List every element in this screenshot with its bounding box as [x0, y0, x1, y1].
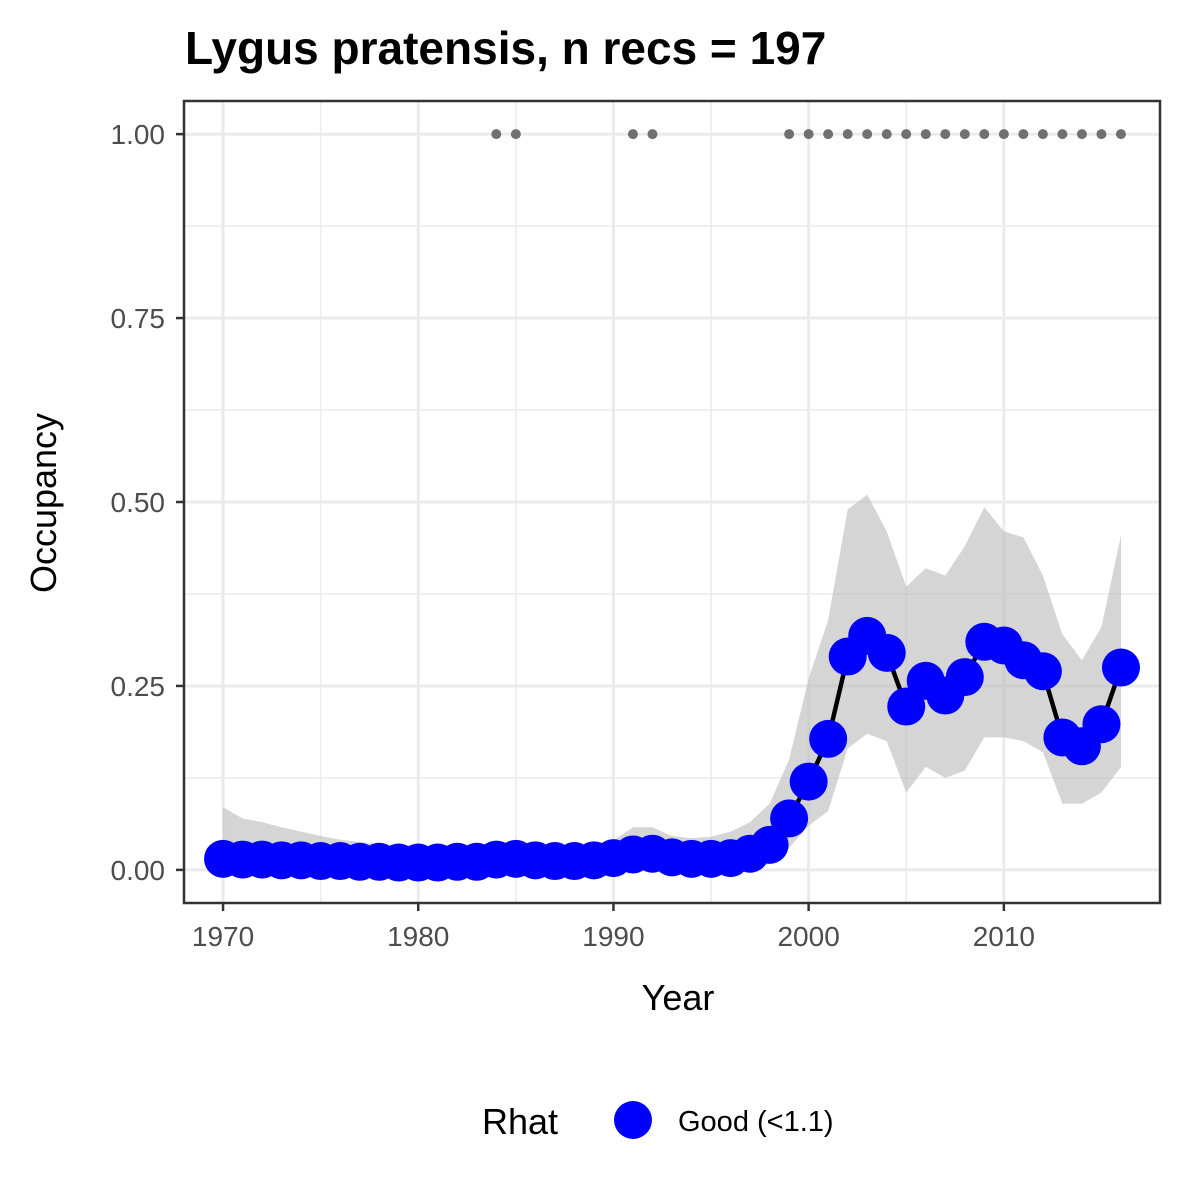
x-axis-title: Year — [642, 977, 715, 1018]
record-year-dot — [510, 129, 521, 140]
y-axis: 0.00 0.25 0.50 0.75 1.00 — [111, 119, 184, 886]
occupancy-point — [1101, 648, 1140, 687]
y-tick-label: 0.50 — [111, 487, 166, 518]
occupancy-point — [1082, 705, 1121, 744]
occupancy-point — [750, 825, 789, 864]
legend-key-good — [614, 1101, 652, 1139]
occupancy-point — [809, 719, 848, 758]
record-year-dot — [803, 129, 814, 140]
record-year-dot — [1076, 129, 1087, 140]
record-year-dot — [959, 129, 970, 140]
x-tick-label: 1970 — [192, 921, 254, 952]
record-year-dot — [1096, 129, 1107, 140]
record-year-dot — [842, 129, 853, 140]
y-tick-label: 0.75 — [111, 303, 166, 334]
record-year-dot — [491, 129, 502, 140]
record-year-dot — [862, 129, 873, 140]
credible-interval-ribbon — [223, 494, 1121, 870]
record-year-dot — [881, 129, 892, 140]
record-year-dot — [901, 129, 912, 140]
record-year-dot — [1018, 129, 1029, 140]
legend-title: Rhat — [482, 1101, 558, 1142]
x-tick-label: 2010 — [973, 921, 1035, 952]
record-year-dot — [920, 129, 931, 140]
record-year-dot — [627, 129, 638, 140]
legend-label-good: Good (<1.1) — [678, 1106, 834, 1138]
record-year-dot — [1037, 129, 1048, 140]
chart-title: Lygus pratensis, n recs = 197 — [185, 22, 826, 74]
y-tick-label: 0.25 — [111, 671, 166, 702]
record-year-dot — [784, 129, 795, 140]
record-year-dot — [940, 129, 951, 140]
y-tick-label: 0.00 — [111, 855, 166, 886]
occupancy-point — [789, 762, 828, 801]
record-year-dot — [979, 129, 990, 140]
x-tick-label: 1980 — [387, 921, 449, 952]
record-year-dot — [1057, 129, 1068, 140]
occupancy-point — [770, 799, 809, 838]
x-tick-label: 2000 — [777, 921, 839, 952]
legend: Rhat Good (<1.1) — [482, 1101, 834, 1142]
occupancy-point — [1023, 652, 1062, 691]
occupancy-point — [945, 658, 984, 697]
x-axis: 1970 1980 1990 2000 2010 — [192, 903, 1035, 952]
plot-panel — [182, 99, 1162, 905]
record-year-dot — [998, 129, 1009, 140]
y-axis-title: Occupancy — [23, 413, 64, 593]
record-year-dot — [823, 129, 834, 140]
y-tick-label: 1.00 — [111, 119, 166, 150]
occupancy-point — [887, 687, 926, 726]
x-tick-label: 1990 — [582, 921, 644, 952]
record-year-dot — [1115, 129, 1126, 140]
occupancy-point — [867, 633, 906, 672]
record-year-dot — [647, 129, 658, 140]
